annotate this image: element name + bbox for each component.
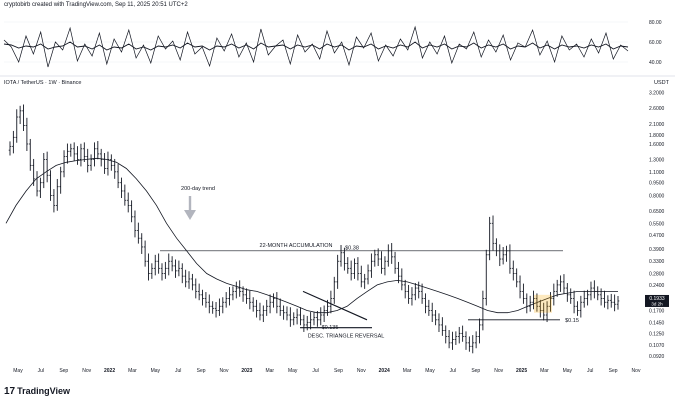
chart-credit: cryptobirb created with TradingView.com,… [4,2,188,8]
x-tick-label: Sep [59,368,68,374]
x-tick-label: Jul [175,368,181,374]
x-tick-label: 2023 [241,368,252,374]
price-tick-label: 0.5500 [649,221,665,227]
price-tick-label: 0.6500 [649,209,665,215]
x-tick-label: Mar [540,368,549,374]
price-tick-label: 0.3300 [649,259,665,265]
price-tick-label: 0.1700 [649,309,665,315]
bar-countdown-label: 3d 2h [651,301,663,306]
x-tick-label: Jul [312,368,318,374]
price-tick-label: 0.8000 [649,193,665,199]
price-tick-label: 1.8000 [649,133,665,139]
x-tick-label: Nov [357,368,366,374]
last-price-label: 0.1933 [649,296,665,302]
moving-average-line [5,157,618,314]
x-tick-label: May [151,368,161,374]
osc-tick-label: 80.00 [649,20,662,26]
x-tick-label: May [13,368,23,374]
x-tick-label: Jul [450,368,456,374]
price-tick-label: 1.1000 [649,170,665,176]
price-tick-label: 0.2800 [649,271,665,277]
price-tick-label: 2.6000 [649,106,665,112]
price-tick-label: 1.6000 [649,142,665,148]
osc-series-line-1 [3,41,629,51]
x-tick-label: Jul [38,368,44,374]
price-tick-label: 0.1450 [649,320,665,326]
price-tick-label: 0.4700 [649,233,665,239]
x-tick-label: Mar [128,368,137,374]
brand-label: TradingView [17,386,70,396]
x-tick-label: 2025 [516,368,527,374]
price-tick-label: 0.1250 [649,331,665,337]
osc-series-line-0 [3,25,629,68]
triangle-label: DESC. TRIANGLE REVERSAL [308,334,385,340]
x-tick-label: 2022 [104,368,115,374]
price-tick-label: 0.0920 [649,354,665,360]
trend-label: 200-day trend [181,186,215,192]
price-unit: USDT [654,80,669,86]
x-tick-label: Mar [403,368,412,374]
x-tick-label: Mar [265,368,274,374]
last-price-tag [645,294,669,307]
highlight-zone [534,294,552,313]
x-tick-label: 2024 [379,368,390,374]
symbol-label: IOTA / TetherUS · 1W · Binance [4,80,82,86]
price-tick-label: 0.9500 [649,181,665,187]
price-tick-label: 1.3000 [649,157,665,163]
trend-arrow-head [184,210,196,220]
triangle-upper-line [302,290,368,321]
x-tick-label: Sep [197,368,206,374]
osc-tick-label: 60.00 [649,40,662,46]
osc-tick-label: 40.00 [649,60,662,66]
x-tick-label: Sep [609,368,618,374]
x-tick-label: May [288,368,298,374]
price-tick-label: 3.2000 [649,91,665,97]
x-tick-label: Nov [494,368,503,374]
level-mid-label: $0.135 [322,325,339,331]
level-high-label: $0.38 [345,245,359,251]
x-tick-label: Nov [82,368,91,374]
price-tick-label: 0.3900 [649,247,665,253]
price-tick-label: 2.1000 [649,122,665,128]
price-tick-label: 0.1070 [649,343,665,349]
accumulation-label: 22-MONTH ACCUMULATION [260,243,333,249]
x-tick-label: Nov [632,368,641,374]
x-tick-label: Sep [334,368,343,374]
price-tick-label: 0.2400 [649,283,665,289]
x-tick-label: May [563,368,573,374]
tradingview-brand[interactable]: 17 TradingView [4,386,70,397]
tradingview-logo-icon: 17 [4,386,16,397]
x-tick-label: May [425,368,435,374]
x-tick-label: Jul [587,368,593,374]
x-tick-label: Nov [220,368,229,374]
level-low-label: $0.15 [565,318,579,324]
x-tick-label: Sep [471,368,480,374]
